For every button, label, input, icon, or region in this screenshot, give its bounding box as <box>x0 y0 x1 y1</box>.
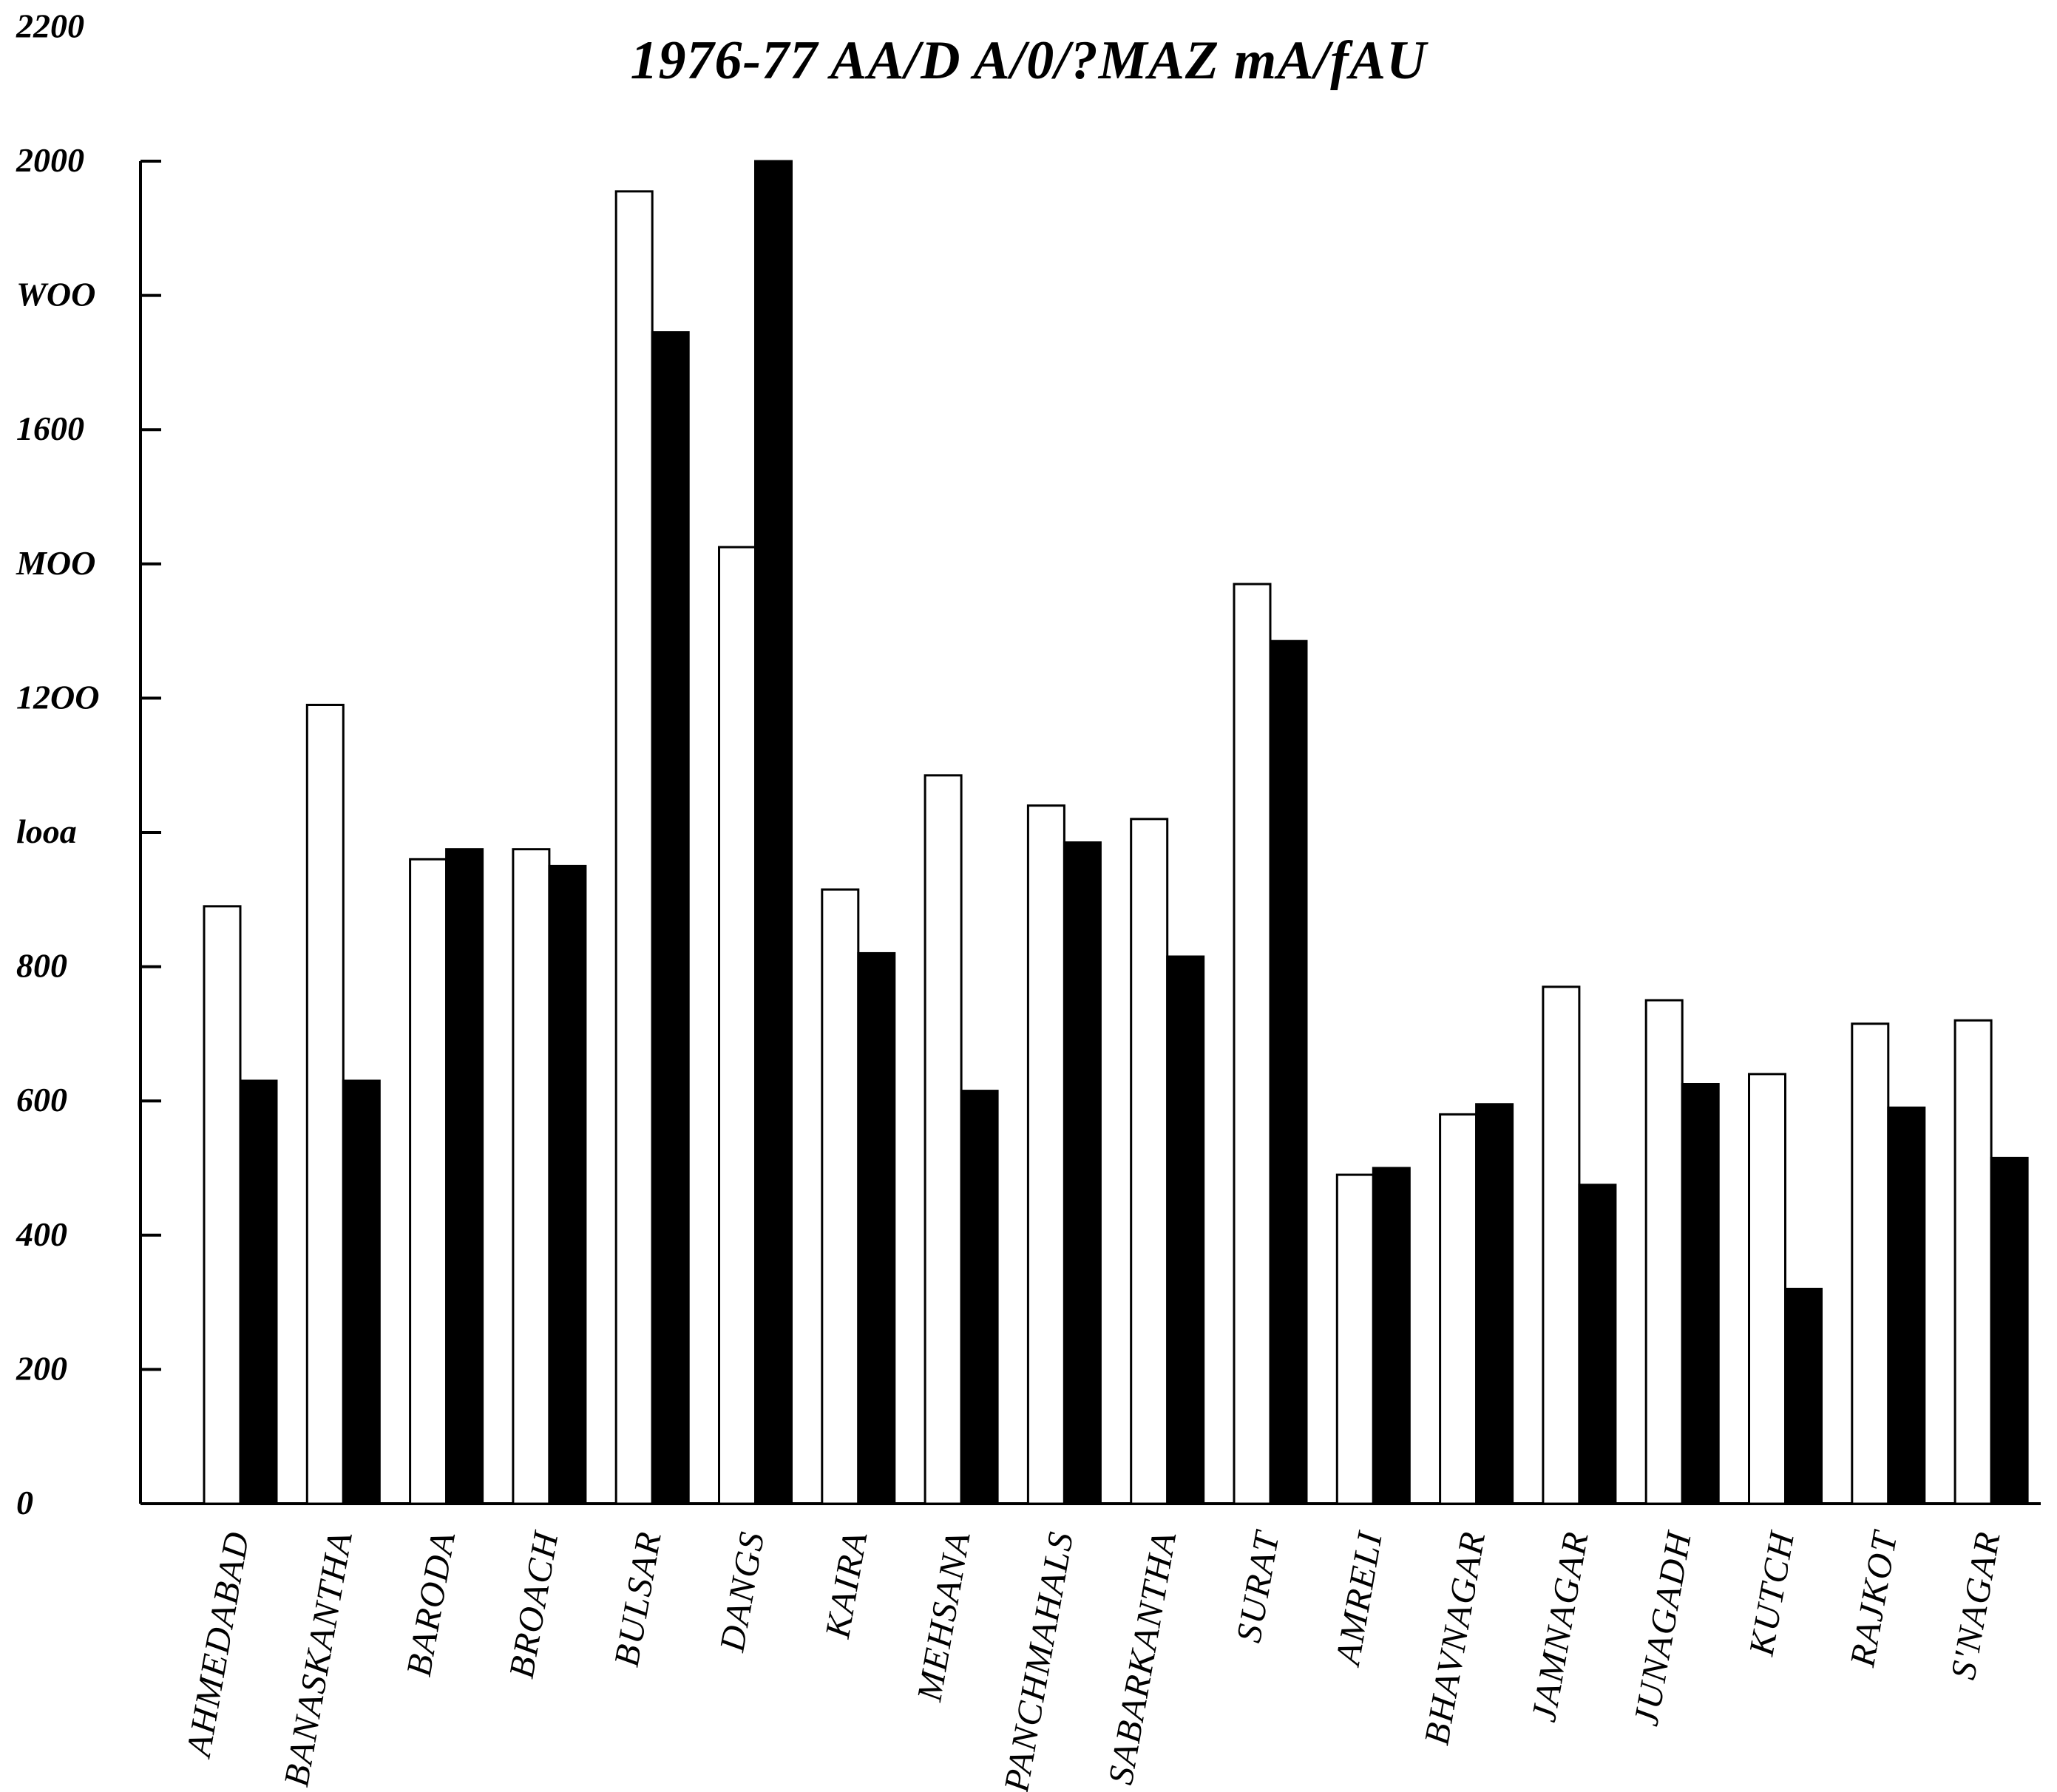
bar-series-1 <box>718 546 756 1505</box>
bar-series-1 <box>614 190 654 1505</box>
x-category-label: BULSAR <box>607 1528 669 1670</box>
bar-series-1 <box>924 774 963 1505</box>
x-category-label: AMRELI <box>1328 1528 1390 1670</box>
bar-series-2 <box>960 1090 999 1505</box>
bar-series-1 <box>1644 999 1684 1505</box>
x-category-label: S'NAGAR <box>1944 1528 2008 1683</box>
bar-series-2 <box>445 848 484 1505</box>
y-tick-label: 2200 <box>16 7 84 44</box>
bar-series-2 <box>1166 955 1205 1505</box>
bar-series-2 <box>548 864 587 1505</box>
bar-series-1 <box>305 703 345 1505</box>
bar-series-1 <box>1542 985 1581 1505</box>
x-category-label: SURAT <box>1229 1527 1287 1645</box>
y-axis-ticks: 0 200 400 600 800 looa 12OO MOO 1600 WOO 2000 2200 <box>16 7 161 1521</box>
x-category-label: RAJKOT <box>1843 1527 1905 1670</box>
x-category-label: KAIRA <box>818 1528 875 1642</box>
x-category-label: BARODA <box>399 1528 464 1680</box>
bar-series-2 <box>342 1079 381 1505</box>
bar-series-2 <box>1578 1184 1617 1505</box>
x-category-label: SABARKANTHA <box>1101 1528 1185 1788</box>
chart-title: 1976-77 AA/D A/0/?MAZ mA/fAU <box>630 30 1427 91</box>
bar-series-2 <box>1475 1103 1514 1505</box>
x-category-label: JUNAGADH <box>1627 1527 1700 1728</box>
bar-series-1 <box>821 888 860 1505</box>
x-category-label: MEHSANA <box>909 1528 978 1705</box>
bar-series-1 <box>1851 1022 1890 1505</box>
x-axis-labels: AHMEDABAD BANASKANTHA BARODA BROACH BULSAR DA… <box>179 1527 2008 1792</box>
y-tick-label: WOO <box>16 276 95 313</box>
y-tick-label: 12OO <box>16 678 99 716</box>
bar-series-2 <box>1063 841 1102 1505</box>
y-tick-label: 1600 <box>16 410 84 447</box>
bar-series-1 <box>1130 818 1169 1505</box>
chart-bars <box>203 160 2029 1505</box>
x-category-label: AHMEDABAD <box>179 1528 257 1762</box>
bar-series-1 <box>1953 1019 1993 1505</box>
y-tick-label: 200 <box>16 1349 67 1387</box>
bar-series-1 <box>409 858 448 1505</box>
bar-series-2 <box>651 331 690 1505</box>
bar-series-1 <box>1748 1073 1786 1505</box>
bar-series-1 <box>1026 804 1065 1505</box>
bar-series-1 <box>1233 583 1272 1505</box>
x-category-label: DANGS <box>712 1528 772 1655</box>
bar-series-2 <box>1784 1287 1823 1505</box>
bar-series-2 <box>1269 639 1308 1505</box>
x-category-label: PANCHMAHALS <box>997 1528 1081 1792</box>
y-tick-label: 600 <box>16 1081 67 1119</box>
bar-series-1 <box>1439 1113 1478 1505</box>
y-tick-label: 800 <box>16 947 67 985</box>
bar-series-2 <box>1372 1167 1411 1505</box>
x-category-label: BANASKANTHA <box>277 1528 360 1790</box>
bar-series-1 <box>203 905 242 1505</box>
bar-series-2 <box>754 160 793 1505</box>
x-category-label: JAMNAGAR <box>1524 1528 1596 1725</box>
x-category-label: BROACH <box>502 1527 566 1681</box>
y-tick-label: 2000 <box>16 141 84 179</box>
x-category-label: KUTCH <box>1741 1527 1802 1659</box>
y-tick-label: 400 <box>16 1215 67 1253</box>
bar-series-1 <box>1335 1173 1375 1505</box>
bar-series-2 <box>239 1079 278 1505</box>
bar-series-2 <box>1990 1156 2029 1505</box>
y-tick-label: MOO <box>16 544 95 582</box>
bar-series-2 <box>1887 1106 1926 1505</box>
y-tick-label: looa <box>16 812 77 850</box>
y-tick-label: 0 <box>16 1484 33 1521</box>
bar-series-2 <box>1681 1083 1720 1505</box>
bar-series-1 <box>512 848 551 1505</box>
x-category-label: BHAVNAGAR <box>1417 1528 1493 1748</box>
bar-series-2 <box>857 951 896 1505</box>
